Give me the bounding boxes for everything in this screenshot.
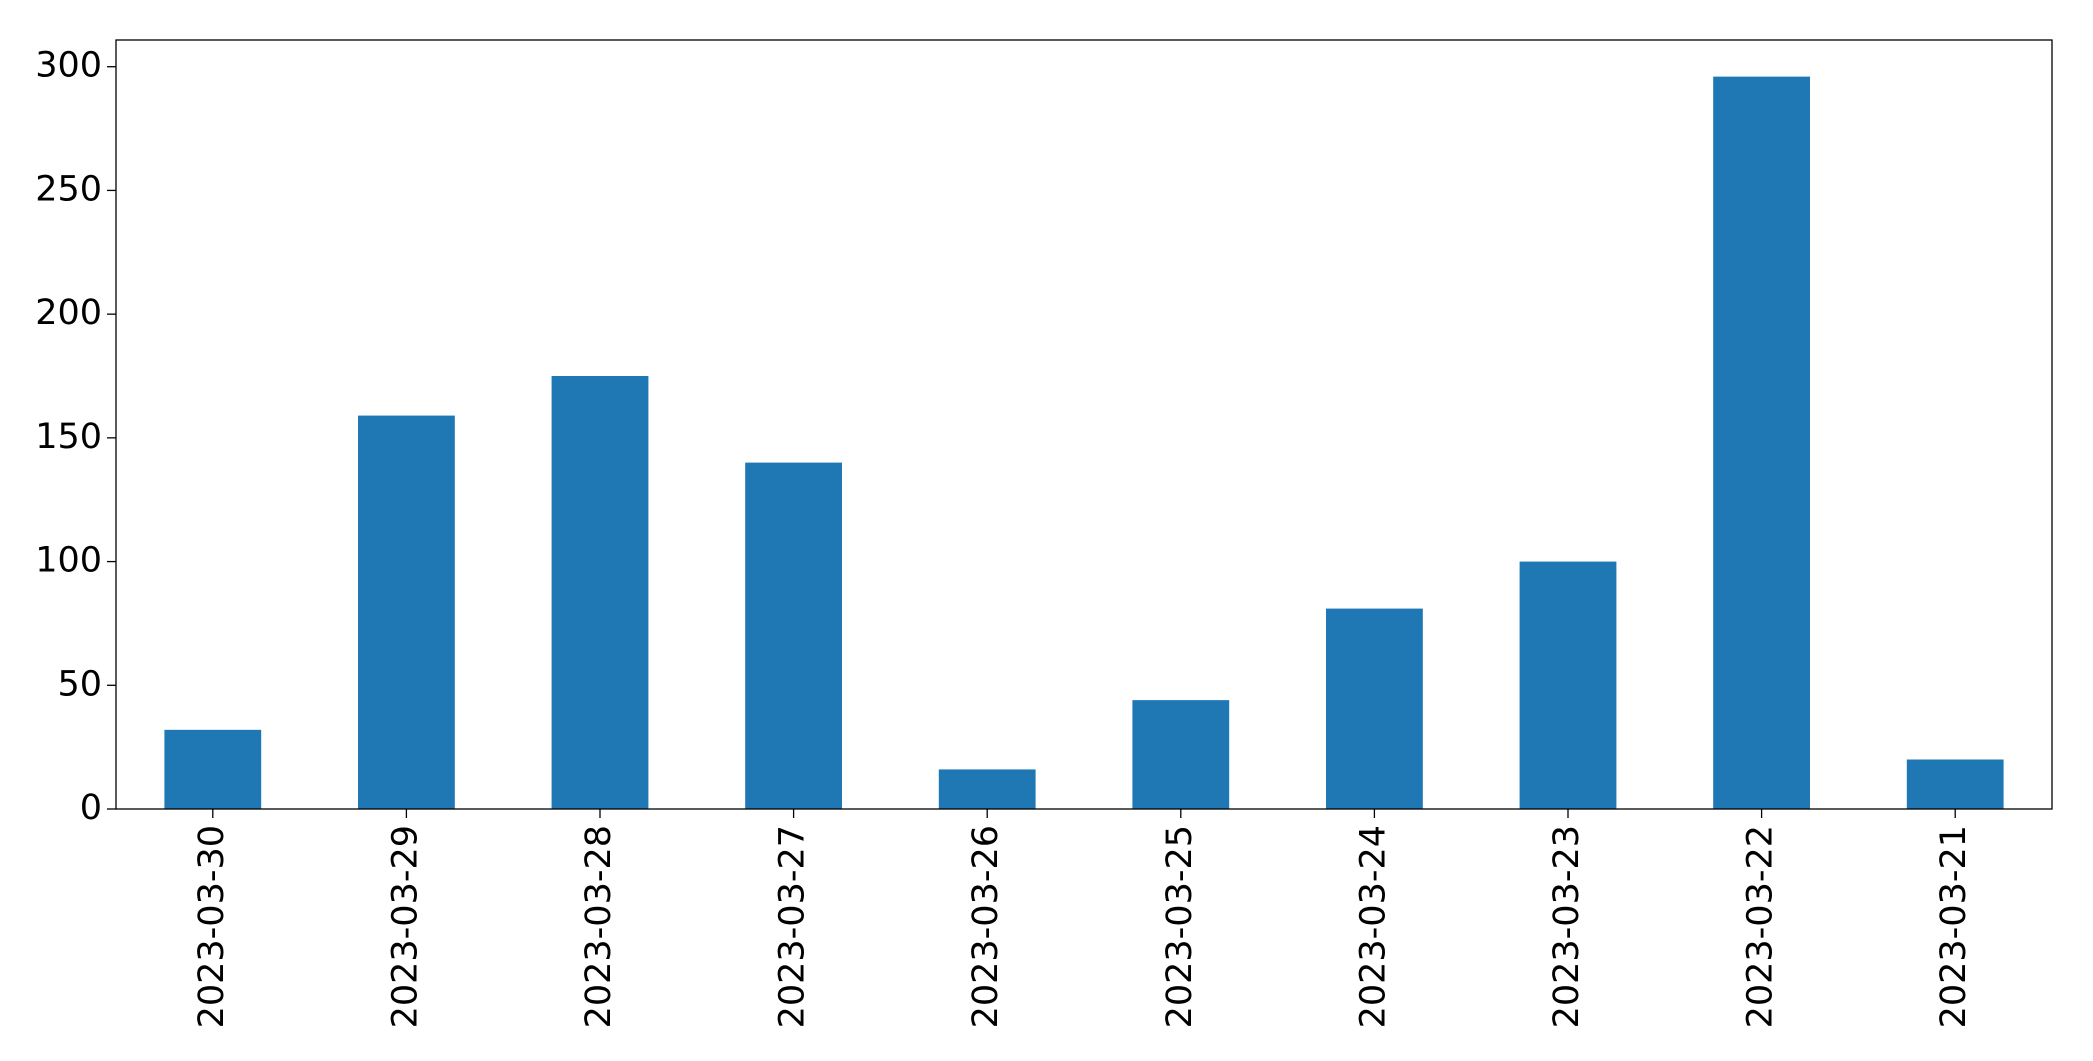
y-tick-label: 0 [80,788,102,828]
x-tick-label: 2023-03-26 [966,825,1006,1028]
bar [164,729,262,809]
x-tick-label: 2023-03-27 [773,825,813,1028]
x-tick-label: 2023-03-28 [579,825,619,1028]
x-tick-label: 2023-03-30 [192,825,232,1028]
bar [1132,700,1230,809]
x-tick-label: 2023-03-29 [385,825,425,1028]
x-tick-label: 2023-03-23 [1547,825,1587,1028]
bar [1519,561,1617,809]
bar [1326,608,1423,809]
x-tick-label: 2023-03-24 [1353,825,1393,1028]
x-tick-label: 2023-03-25 [1160,825,1200,1028]
y-tick-label: 100 [35,541,102,581]
bar [745,462,842,809]
y-tick-label: 250 [35,169,102,209]
y-tick-label: 300 [35,46,102,86]
bar [358,415,455,809]
bar [1906,759,2004,809]
x-tick-label: 2023-03-21 [1934,825,1974,1028]
bar [1713,76,1810,810]
axes-frame [115,39,2053,810]
x-tick-label: 2023-03-22 [1741,825,1781,1028]
bar [938,769,1036,809]
y-tick-label: 200 [35,293,102,333]
bar [551,376,649,809]
y-tick-label: 50 [57,664,102,704]
y-tick-label: 150 [35,417,102,457]
